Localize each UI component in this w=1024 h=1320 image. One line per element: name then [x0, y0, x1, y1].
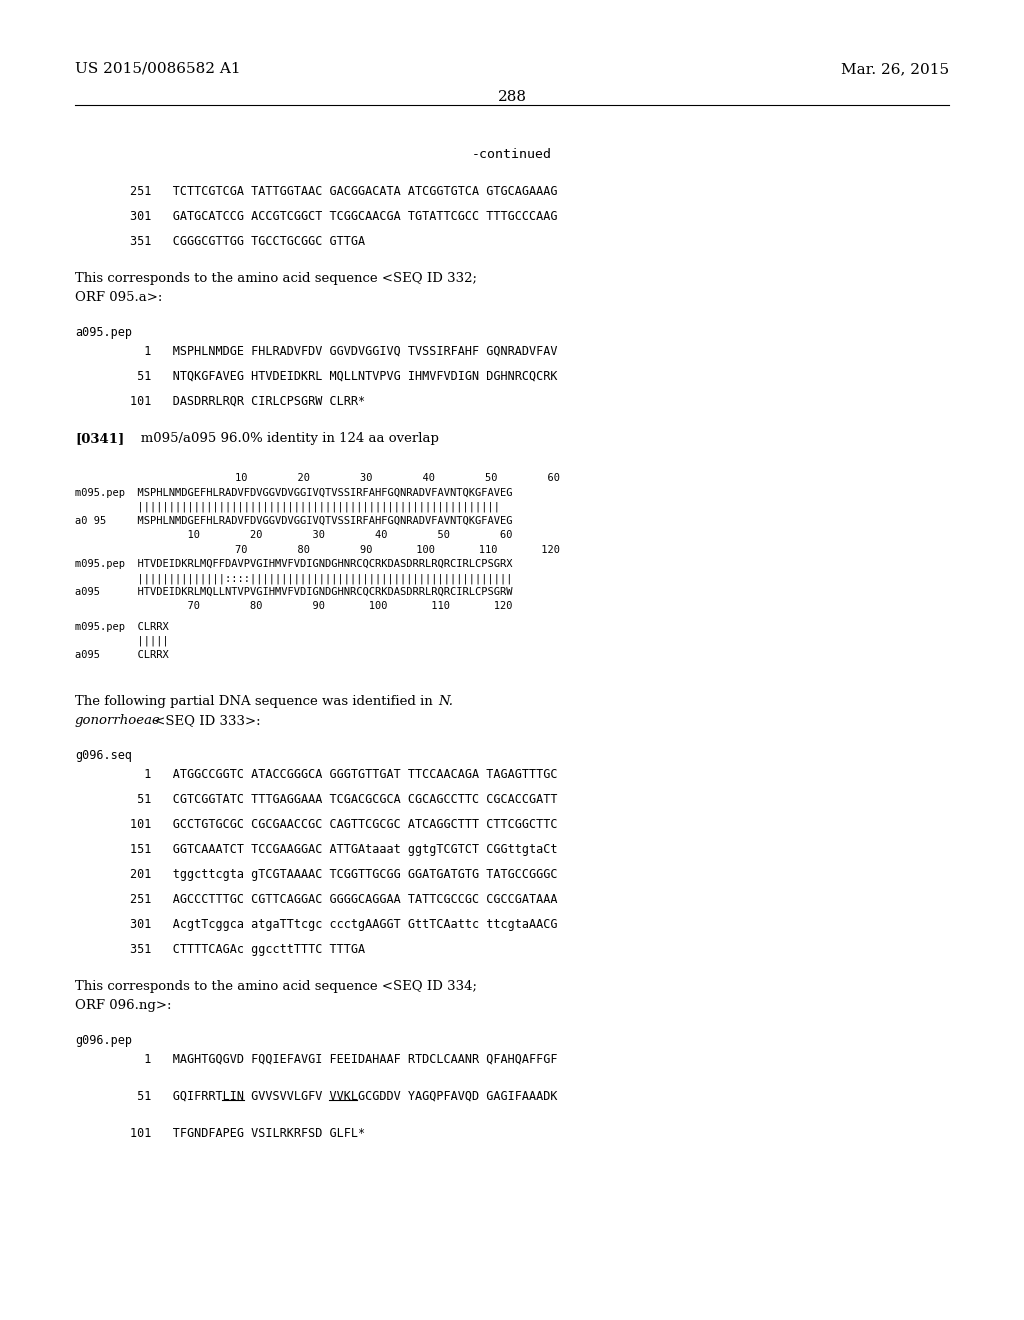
Text: ||||||||||||||||||||||||||||||||||||||||||||||||||||||||||: ||||||||||||||||||||||||||||||||||||||||…: [75, 502, 500, 512]
Text: Mar. 26, 2015: Mar. 26, 2015: [841, 62, 949, 77]
Text: m095.pep  HTVDEIDKRLMQFFDAVPVGIHMVFVDIGNDGHNRCQCRKDASDRRLRQRCIRLCPSGRX: m095.pep HTVDEIDKRLMQFFDAVPVGIHMVFVDIGND…: [75, 558, 512, 569]
Text: US 2015/0086582 A1: US 2015/0086582 A1: [75, 62, 241, 77]
Text: 101   GCCTGTGCGC CGCGAACCGC CAGTTCGCGC ATCAGGCTTT CTTCGGCTTC: 101 GCCTGTGCGC CGCGAACCGC CAGTTCGCGC ATC…: [130, 818, 557, 832]
Text: 51   NTQKGFAVEG HTVDEIDKRL MQLLNTVPVG IHMVFVDIGN DGHNRCQCRK: 51 NTQKGFAVEG HTVDEIDKRL MQLLNTVPVG IHMV…: [130, 370, 557, 383]
Text: ||||||||||||||::::||||||||||||||||||||||||||||||||||||||||||: ||||||||||||||::::||||||||||||||||||||||…: [75, 573, 512, 583]
Text: 288: 288: [498, 90, 526, 104]
Text: 301   GATGCATCCG ACCGTCGGCT TCGGCAACGA TGTATTCGCC TTTGCCCAAG: 301 GATGCATCCG ACCGTCGGCT TCGGCAACGA TGT…: [130, 210, 557, 223]
Text: 301   AcgtTcggca atgaTTtcgc ccctgAAGGT GttTCAattc ttcgtaAACG: 301 AcgtTcggca atgaTTtcgc ccctgAAGGT Gtt…: [130, 917, 557, 931]
Text: 351   CGGGCGTTGG TGCCTGCGGC GTTGA: 351 CGGGCGTTGG TGCCTGCGGC GTTGA: [130, 235, 366, 248]
Text: 70        80        90       100       110       120: 70 80 90 100 110 120: [75, 601, 512, 611]
Text: g096.pep: g096.pep: [75, 1034, 132, 1047]
Text: [0341]: [0341]: [75, 432, 124, 445]
Text: This corresponds to the amino acid sequence <SEQ ID 334;: This corresponds to the amino acid seque…: [75, 979, 477, 993]
Text: 1   MSPHLNMDGE FHLRADVFDV GGVDVGGIVQ TVSSIRFAHF GQNRADVFAV: 1 MSPHLNMDGE FHLRADVFDV GGVDVGGIVQ TVSSI…: [130, 345, 557, 358]
Text: -continued: -continued: [472, 148, 552, 161]
Text: 151   GGTCAAATCT TCCGAAGGAC ATTGAtaaat ggtgTCGTCT CGGttgtaCt: 151 GGTCAAATCT TCCGAAGGAC ATTGAtaaat ggt…: [130, 843, 557, 855]
Text: 70        80        90       100       110       120: 70 80 90 100 110 120: [185, 545, 560, 554]
Text: ORF 095.a>:: ORF 095.a>:: [75, 290, 163, 304]
Text: m095.pep  CLRRX: m095.pep CLRRX: [75, 622, 169, 632]
Text: 101   DASDRRLRQR CIRLCPSGRW CLRR*: 101 DASDRRLRQR CIRLCPSGRW CLRR*: [130, 395, 366, 408]
Text: 51   GQIFRRTLIN GVVSVVLGFV VVKLGCGDDV YAGQPFAVQD GAGIFAAADK: 51 GQIFRRTLIN GVVSVVLGFV VVKLGCGDDV YAGQ…: [130, 1090, 557, 1104]
Text: <SEQ ID 333>:: <SEQ ID 333>:: [151, 714, 261, 727]
Text: 51   CGTCGGTATC TTTGAGGAAA TCGACGCGCA CGCAGCCTTC CGCACCGATT: 51 CGTCGGTATC TTTGAGGAAA TCGACGCGCA CGCA…: [130, 793, 557, 807]
Text: N.: N.: [438, 696, 454, 708]
Text: 201   tggcttcgta gTCGTAAAAC TCGGTTGCGG GGATGATGTG TATGCCGGGC: 201 tggcttcgta gTCGTAAAAC TCGGTTGCGG GGA…: [130, 869, 557, 880]
Text: gonorrhoeae: gonorrhoeae: [75, 714, 161, 727]
Text: g096.seq: g096.seq: [75, 748, 132, 762]
Text: a095      HTVDEIDKRLMQLLNTVPVGIHMVFVDIGNDGHNRCQCRKDASDRRLRQRCIRLCPSGRW: a095 HTVDEIDKRLMQLLNTVPVGIHMVFVDIGNDGHNR…: [75, 587, 512, 597]
Text: 1   ATGGCCGGTC ATACCGGGCA GGGTGTTGAT TTCCAACAGA TAGAGTTTGC: 1 ATGGCCGGTC ATACCGGGCA GGGTGTTGAT TTCCA…: [130, 768, 557, 781]
Text: 101   TFGNDFAPEG VSILRKRFSD GLFL*: 101 TFGNDFAPEG VSILRKRFSD GLFL*: [130, 1127, 366, 1140]
Text: ORF 096.ng>:: ORF 096.ng>:: [75, 999, 171, 1012]
Text: The following partial DNA sequence was identified in: The following partial DNA sequence was i…: [75, 696, 437, 708]
Text: |||||: |||||: [75, 636, 169, 647]
Text: This corresponds to the amino acid sequence <SEQ ID 332;: This corresponds to the amino acid seque…: [75, 272, 477, 285]
Text: m095/a095 96.0% identity in 124 aa overlap: m095/a095 96.0% identity in 124 aa overl…: [128, 432, 439, 445]
Text: m095.pep  MSPHLNMDGEFHLRADVFDVGGVDVGGIVQTVSSIRFAHFGQNRADVFAVNTQKGFAVEG: m095.pep MSPHLNMDGEFHLRADVFDVGGVDVGGIVQT…: [75, 488, 512, 498]
Text: 10        20        30        40        50        60: 10 20 30 40 50 60: [185, 473, 560, 483]
Text: a0 95     MSPHLNMDGEFHLRADVFDVGGVDVGGIVQTVSSIRFAHFGQNRADVFAVNTQKGFAVEG: a0 95 MSPHLNMDGEFHLRADVFDVGGVDVGGIVQTVSS…: [75, 516, 512, 525]
Text: 10        20        30        40        50        60: 10 20 30 40 50 60: [75, 531, 512, 540]
Text: 1   MAGHTGQGVD FQQIEFAVGI FEEIDAHAAF RTDCLCAANR QFAHQAFFGF: 1 MAGHTGQGVD FQQIEFAVGI FEEIDAHAAF RTDCL…: [130, 1053, 557, 1067]
Text: a095      CLRRX: a095 CLRRX: [75, 649, 169, 660]
Text: 251   AGCCCTTTGC CGTTCAGGAC GGGGCAGGAA TATTCGCCGC CGCCGATAAA: 251 AGCCCTTTGC CGTTCAGGAC GGGGCAGGAA TAT…: [130, 894, 557, 906]
Text: a095.pep: a095.pep: [75, 326, 132, 339]
Text: 251   TCTTCGTCGA TATTGGTAAC GACGGACATA ATCGGTGTCA GTGCAGAAAG: 251 TCTTCGTCGA TATTGGTAAC GACGGACATA ATC…: [130, 185, 557, 198]
Text: 351   CTTTTCAGAc ggccttTTTC TTTGA: 351 CTTTTCAGAc ggccttTTTC TTTGA: [130, 942, 366, 956]
